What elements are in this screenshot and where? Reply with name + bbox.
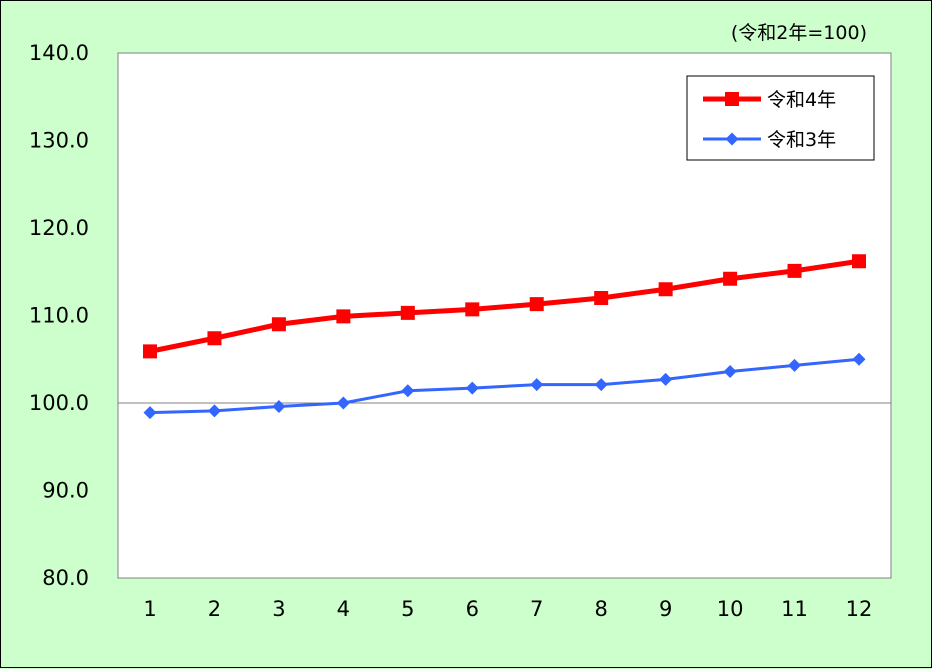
data-point [465,381,479,395]
data-point [400,305,415,320]
x-tick-label: 8 [594,597,607,621]
data-point [207,331,222,346]
data-point [852,352,866,366]
data-point [658,282,673,297]
y-tick-label: 110.0 [29,304,89,328]
x-tick-label: 4 [337,597,350,621]
data-point [594,291,609,305]
x-tick-label: 2 [208,597,221,621]
series-line [149,357,860,415]
y-tick-label: 130.0 [29,129,89,153]
data-point [465,302,480,317]
data-point [207,404,221,418]
data-point [788,358,802,372]
y-tick-label: 120.0 [29,216,89,240]
legend-marker [725,132,739,146]
data-point [143,344,157,359]
index-base-note: (令和2年=100) [731,22,867,44]
series-line [149,258,860,354]
data-point [336,396,350,410]
data-point [787,263,802,278]
x-tick-label: 6 [466,597,479,621]
data-point [659,372,673,386]
data-point [852,254,866,269]
y-tick-label: 140.0 [29,41,89,65]
y-tick-label: 90.0 [42,479,89,503]
x-tick-label: 5 [401,597,414,621]
legend-box [686,75,875,161]
legend-label: 令和4年 [767,89,836,111]
series-square [143,254,866,359]
data-point [723,365,737,378]
x-tick-label: 9 [659,597,672,621]
x-tick-label: 1 [143,597,156,621]
data-point [401,384,415,398]
x-tick-label: 10 [717,597,744,621]
data-point [530,378,544,392]
data-point [723,271,738,286]
legend-marker [725,92,739,106]
x-tick-label: 7 [530,597,543,621]
data-point [272,400,286,413]
data-point [143,406,157,420]
data-point [336,309,351,324]
legend-label: 令和3年 [767,129,836,151]
data-point [529,297,544,312]
x-tick-label: 12 [846,597,873,621]
series-diamond [143,352,866,420]
x-tick-label: 11 [781,597,808,621]
data-point [271,317,286,332]
data-point [594,378,608,392]
x-tick-label: 3 [272,597,285,621]
y-tick-label: 80.0 [42,566,89,590]
y-tick-label: 100.0 [29,391,89,415]
